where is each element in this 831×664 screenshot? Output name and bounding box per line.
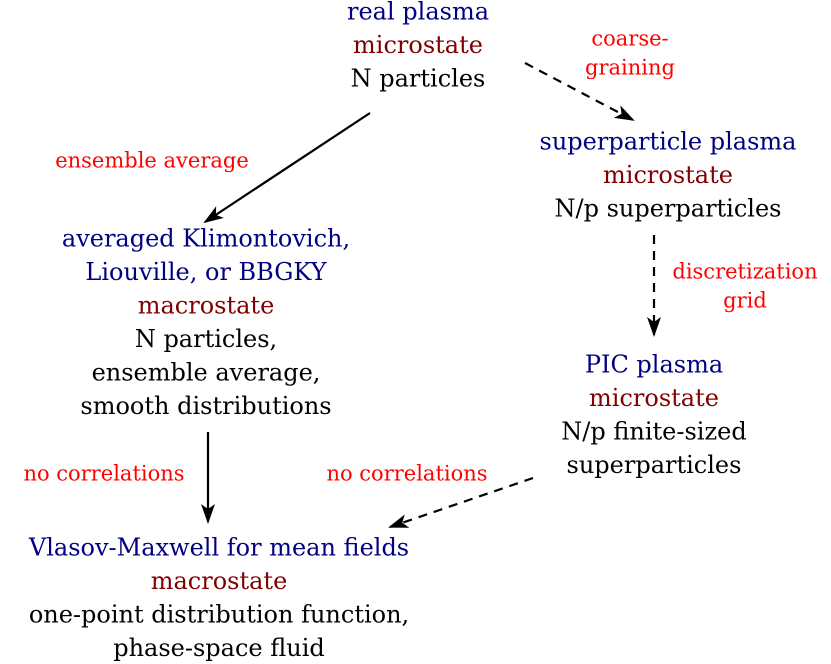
edge-label: graining xyxy=(585,56,675,80)
node-state: macrostate xyxy=(151,567,288,595)
node-desc: phase-space fluid xyxy=(113,634,325,662)
edge-label: ensemble average xyxy=(55,149,249,173)
node-desc: N particles, xyxy=(135,325,277,353)
node-desc: ensemble average, xyxy=(92,359,321,387)
node-title: averaged Klimontovich, xyxy=(62,225,350,253)
edge-label: discretization xyxy=(672,260,817,284)
node-title: Vlasov-Maxwell for mean fields xyxy=(28,534,409,562)
node-state: microstate xyxy=(603,161,733,189)
node-desc: N particles xyxy=(351,65,486,93)
node-desc: N/p finite-sized xyxy=(561,418,746,446)
node-desc: one-point distribution function, xyxy=(29,601,409,629)
node-state: microstate xyxy=(353,31,483,59)
arrow xyxy=(524,62,635,121)
edge-label: grid xyxy=(723,289,767,313)
edge-label: no correlations xyxy=(326,462,487,486)
node-state: microstate xyxy=(589,384,719,412)
node-title: Liouville, or BBGKY xyxy=(85,258,327,286)
node-title: real plasma xyxy=(347,0,489,26)
node-title: superparticle plasma xyxy=(540,128,797,156)
edge-label: coarse- xyxy=(591,27,668,51)
node-desc: N/p superparticles xyxy=(555,195,782,223)
node-title: PIC plasma xyxy=(585,351,723,379)
arrow xyxy=(203,112,371,224)
node-state: macrostate xyxy=(138,292,275,320)
node-desc: smooth distributions xyxy=(80,392,331,420)
edge-label: no correlations xyxy=(23,462,184,486)
node-desc: superparticles xyxy=(567,451,742,479)
